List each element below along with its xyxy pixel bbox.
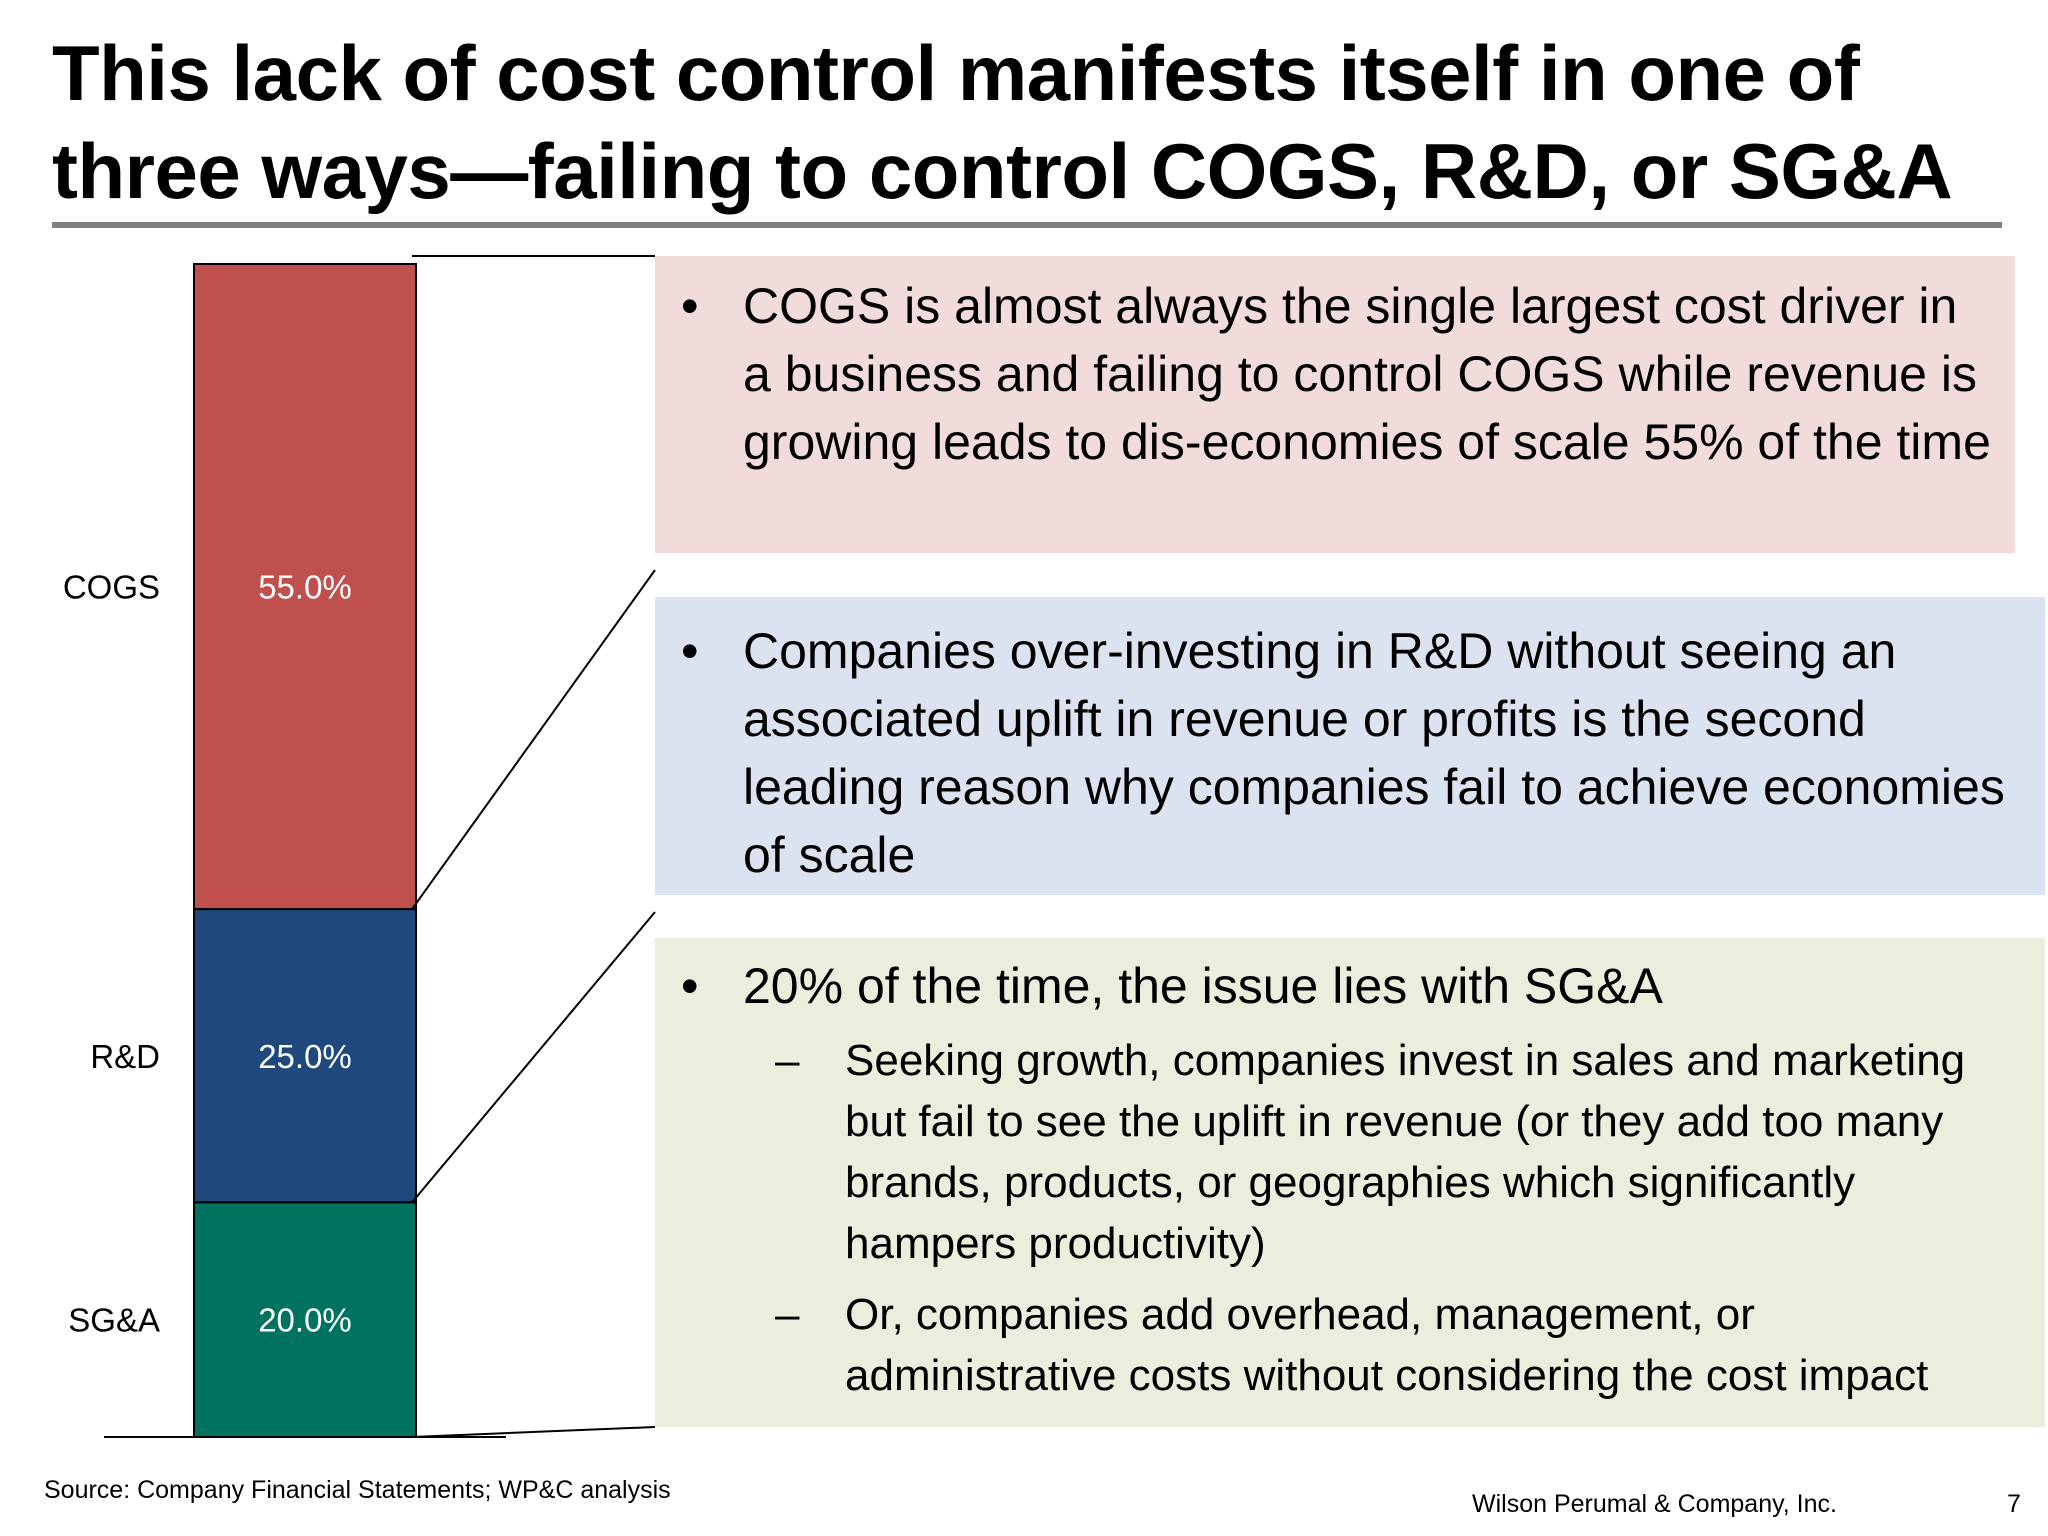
page-title: This lack of cost control manifests itse…	[52, 29, 1953, 215]
data-label-rd: 25.0%	[258, 1038, 352, 1075]
rd-bullet: Companies over-investing in R&D without …	[681, 617, 2021, 889]
cogs-bullet: COGS is almost always the single largest…	[681, 272, 1991, 476]
sga-sub-bullet-growth: Seeking growth, companies invest in sale…	[775, 1030, 2021, 1274]
cogs-panel: COGS is almost always the single largest…	[655, 256, 2015, 553]
data-label-cogs: 55.0%	[258, 569, 352, 606]
connector-sga-bottom	[411, 1426, 656, 1438]
category-label-rd: R&D	[90, 1038, 160, 1075]
connector-cogs-bottom	[411, 569, 656, 910]
page-number: 7	[2007, 1490, 2021, 1518]
sga-bullet: 20% of the time, the issue lies with SG&…	[681, 952, 2021, 1020]
data-label-sga: 20.0%	[258, 1302, 352, 1339]
sga-sub-bullet-overhead: Or, companies add overhead, management, …	[775, 1284, 2021, 1406]
category-label-cogs: COGS	[63, 569, 160, 606]
source-note: Source: Company Financial Statements; WP…	[44, 1476, 671, 1504]
sga-panel: 20% of the time, the issue lies with SG&…	[655, 938, 2045, 1427]
bar-segment-sga	[193, 1201, 417, 1439]
category-label-sga: SG&A	[68, 1302, 160, 1339]
title-divider	[52, 222, 2002, 228]
rd-panel: Companies over-investing in R&D without …	[655, 597, 2045, 895]
bar-segment-cogs	[193, 263, 417, 911]
bar-segment-rd	[193, 908, 417, 1204]
company-name: Wilson Perumal & Company, Inc.	[1472, 1490, 1837, 1518]
connector-rd-bottom	[411, 911, 656, 1204]
